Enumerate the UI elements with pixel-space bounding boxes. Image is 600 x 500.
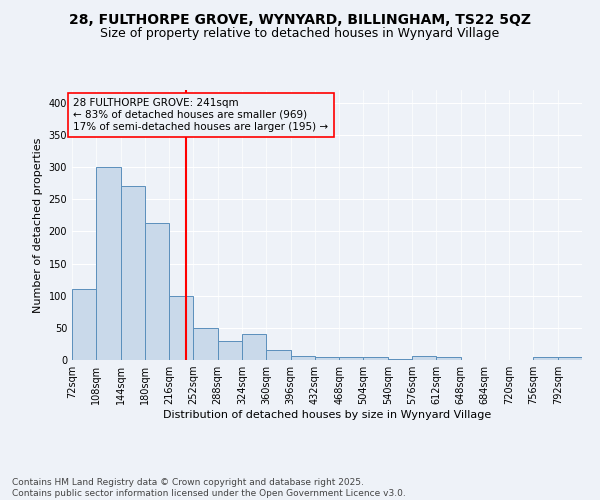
Bar xyxy=(266,350,290,360)
Bar xyxy=(218,340,242,360)
Bar xyxy=(72,290,96,360)
Text: 28 FULTHORPE GROVE: 241sqm
← 83% of detached houses are smaller (969)
17% of sem: 28 FULTHORPE GROVE: 241sqm ← 83% of deta… xyxy=(73,98,328,132)
Text: Size of property relative to detached houses in Wynyard Village: Size of property relative to detached ho… xyxy=(100,28,500,40)
Y-axis label: Number of detached properties: Number of detached properties xyxy=(33,138,43,312)
Bar xyxy=(436,357,461,360)
Bar xyxy=(388,358,412,360)
Bar xyxy=(96,167,121,360)
Bar xyxy=(364,357,388,360)
Bar xyxy=(412,356,436,360)
Bar xyxy=(558,357,582,360)
Bar xyxy=(339,357,364,360)
Bar xyxy=(533,357,558,360)
Bar xyxy=(145,223,169,360)
Bar xyxy=(315,357,339,360)
X-axis label: Distribution of detached houses by size in Wynyard Village: Distribution of detached houses by size … xyxy=(163,410,491,420)
Bar xyxy=(121,186,145,360)
Text: 28, FULTHORPE GROVE, WYNYARD, BILLINGHAM, TS22 5QZ: 28, FULTHORPE GROVE, WYNYARD, BILLINGHAM… xyxy=(69,12,531,26)
Bar xyxy=(242,334,266,360)
Bar xyxy=(290,356,315,360)
Text: Contains HM Land Registry data © Crown copyright and database right 2025.
Contai: Contains HM Land Registry data © Crown c… xyxy=(12,478,406,498)
Bar xyxy=(193,328,218,360)
Bar xyxy=(169,296,193,360)
